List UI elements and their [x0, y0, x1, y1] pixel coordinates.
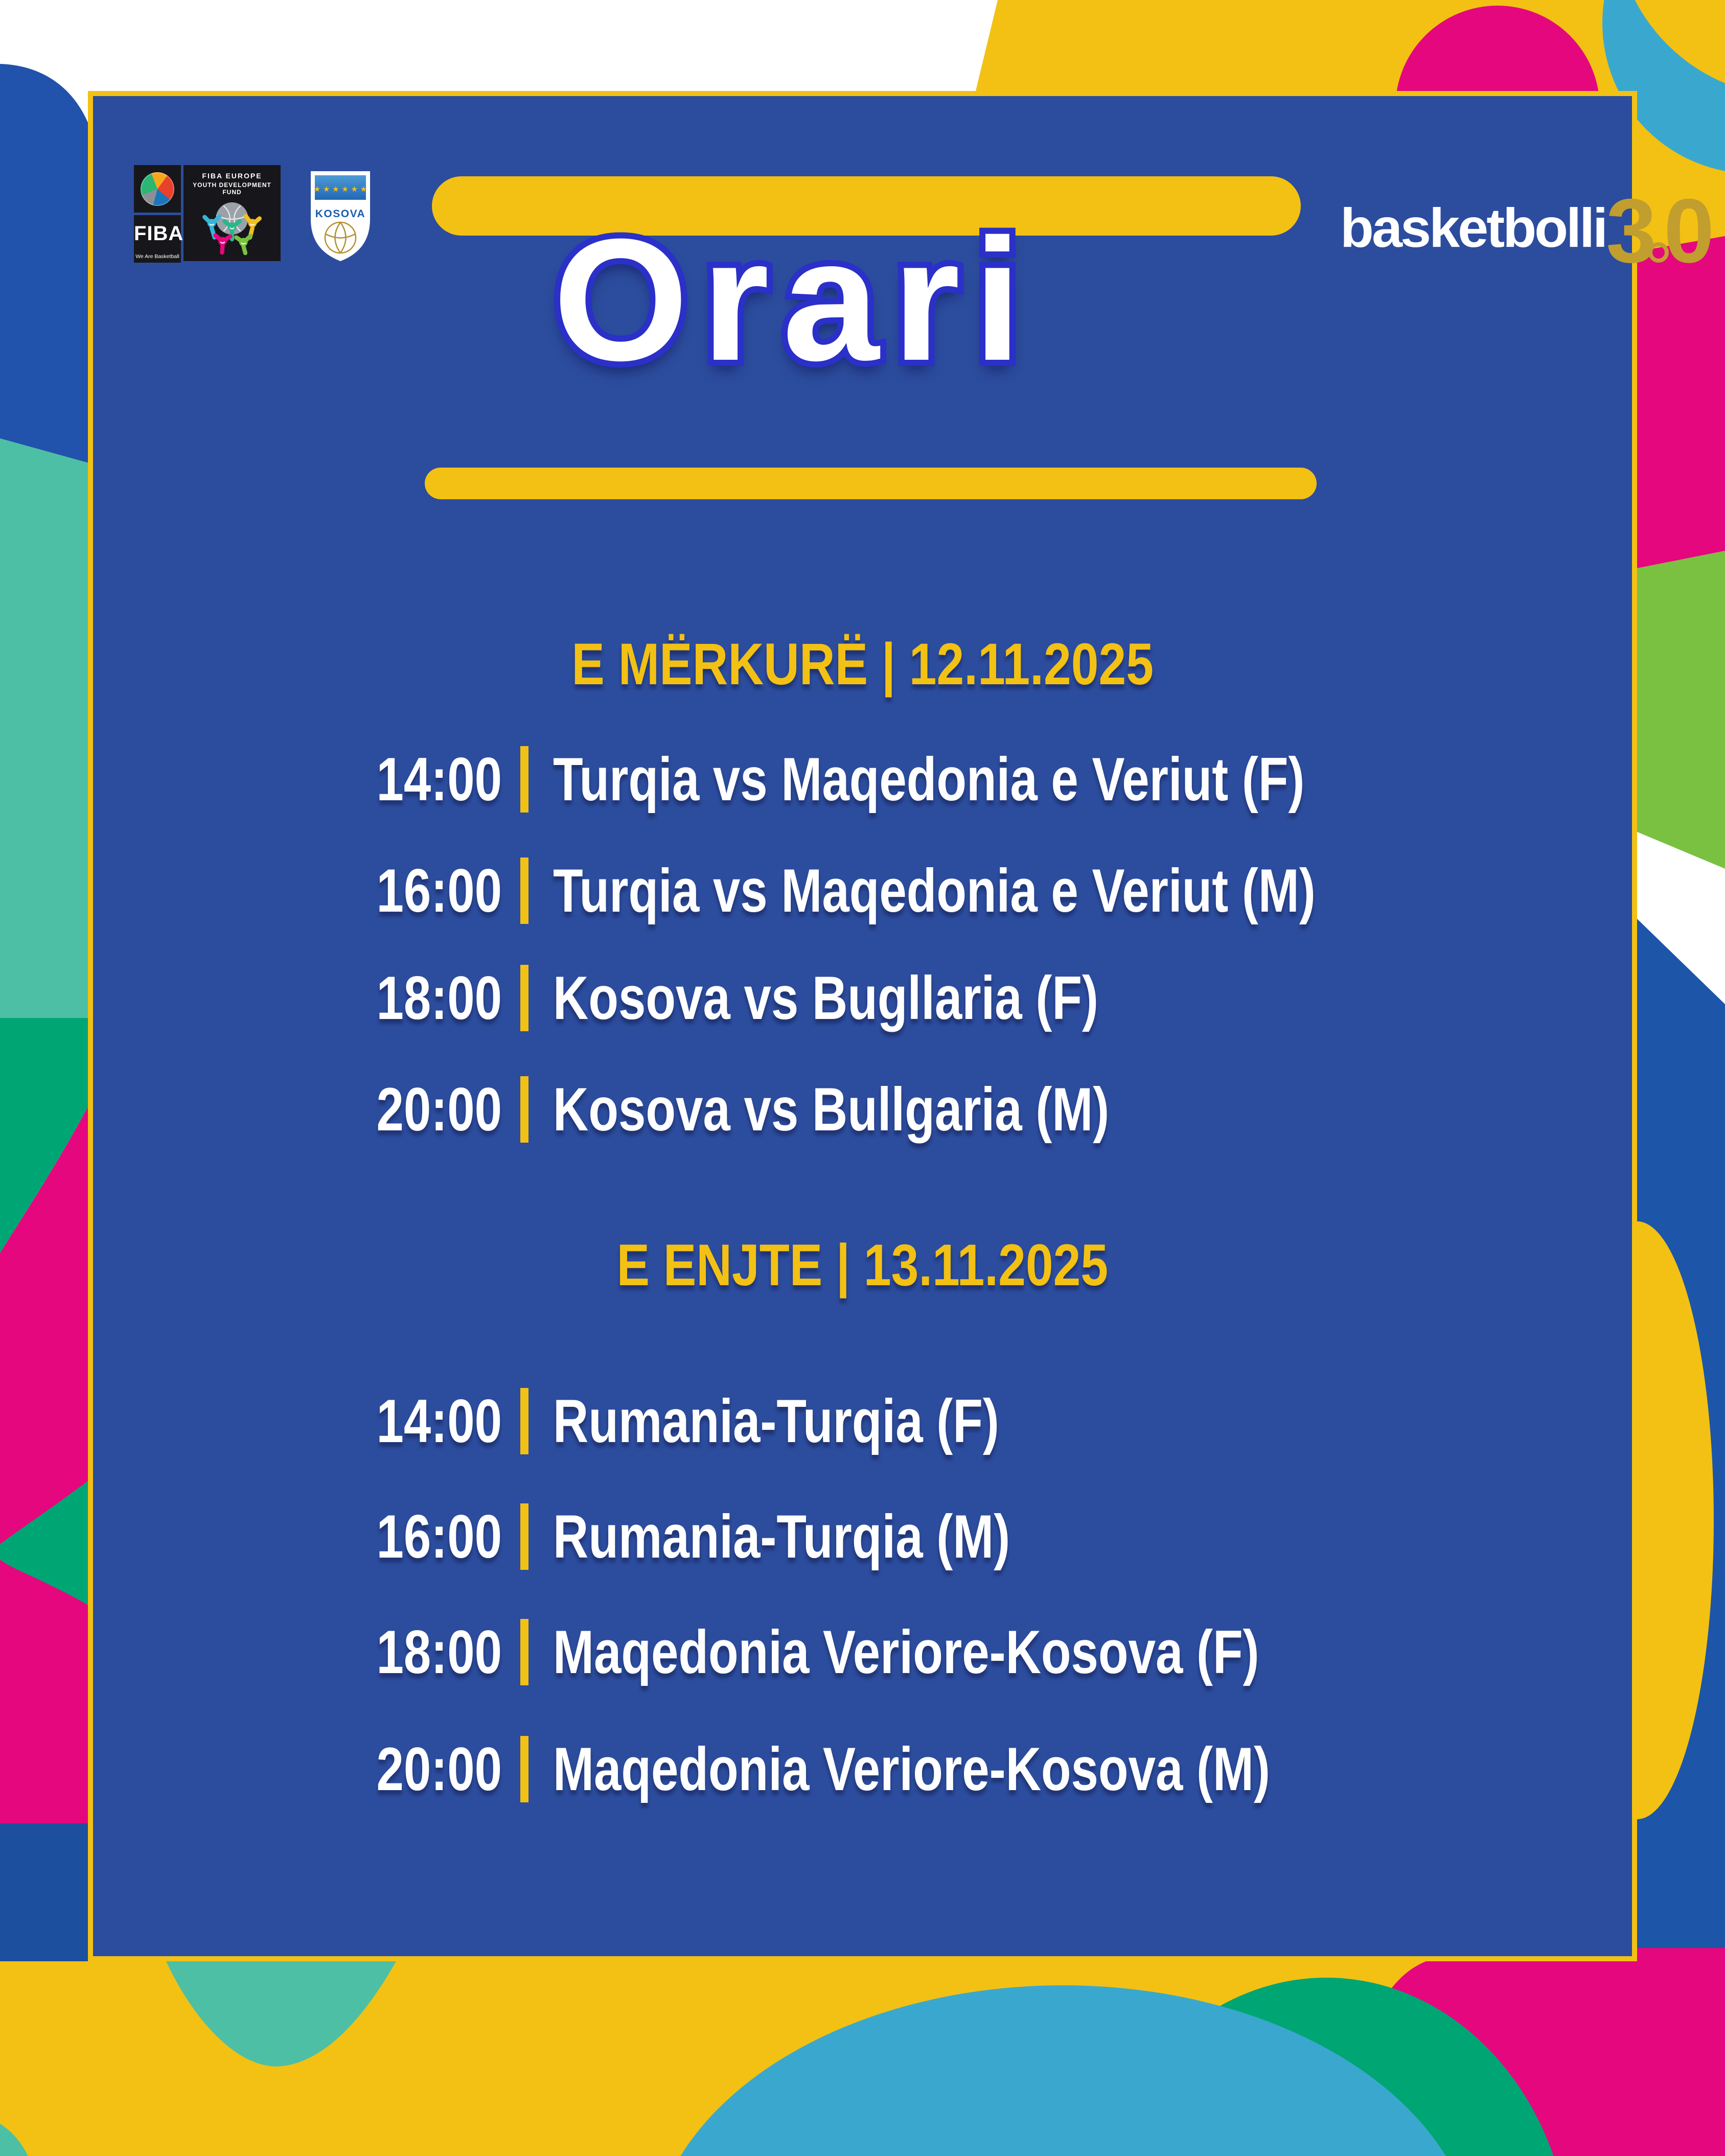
- match-time: 14:00: [376, 745, 502, 814]
- match-name: Rumania-Turqia (M): [553, 1502, 1010, 1571]
- fiba-basketball-icon: [141, 172, 174, 206]
- kosova-basketball-icon: [324, 221, 357, 254]
- schedule-row: 16:00 Turqia vs Maqedonia e Veriut (M): [93, 850, 1632, 932]
- schedule-row: 16:00 Rumania-Turqia (M): [93, 1496, 1632, 1578]
- title-bottom-bar: [425, 468, 1317, 499]
- version-digit-0: 0: [1664, 180, 1714, 282]
- separator-bar: [520, 1388, 528, 1454]
- kosova-shield-logo: ★ ★ ★ ★ ★ ★ KOSOVA: [311, 171, 370, 261]
- right-white-stripe: [1637, 832, 1725, 1004]
- left-green-shape: [0, 1018, 96, 1253]
- match-name: Turqia vs Maqedonia e Veriut (M): [553, 856, 1316, 925]
- schedule-row: 20:00 Kosova vs Bullgaria (M): [93, 1069, 1632, 1150]
- schedule-row: 20:00 Maqedonia Veriore-Kosova (M): [93, 1728, 1632, 1810]
- page-title-text: Orari: [553, 203, 1035, 397]
- fiba-logo-text: FIBA We Are Basketball: [134, 215, 184, 263]
- left-bottom-blue-strip: [0, 1823, 96, 1962]
- left-magenta-shape: [0, 1091, 96, 1823]
- day-header-thursday: E ENJTE | 13.11.2025: [616, 1233, 1109, 1298]
- match-name: Maqedonia Veriore-Kosova (F): [553, 1618, 1259, 1686]
- schedule-row: 18:00 Maqedonia Veriore-Kosova (F): [93, 1611, 1632, 1693]
- separator-bar: [520, 1503, 528, 1570]
- version-digit-3: 3: [1606, 180, 1657, 282]
- page-title: Orari Orari: [25, 198, 1563, 409]
- day-header-wednesday: E MËRKURË | 12.11.2025: [571, 632, 1154, 697]
- schedule-card: FIBA We Are Basketball FIBA EUROPE YOUTH…: [88, 91, 1714, 1961]
- match-time: 14:00: [376, 1387, 502, 1455]
- left-green-wedge: [0, 1475, 96, 1610]
- match-time: 20:00: [376, 1735, 502, 1803]
- separator-bar: [520, 746, 528, 813]
- basketbolli-logo: basketbolli 3 0: [1340, 184, 1714, 276]
- bottom-teal-corner: [0, 2124, 28, 2156]
- match-name: Maqedonia Veriore-Kosova (M): [553, 1735, 1270, 1803]
- basketbolli-wordmark: basketbolli: [1340, 196, 1608, 259]
- schedule-row: 14:00 Turqia vs Maqedonia e Veriut (F): [93, 738, 1632, 820]
- left-teal-shape: [0, 438, 96, 1018]
- match-time: 16:00: [376, 1502, 502, 1571]
- right-lime-band: [1637, 551, 1725, 869]
- separator-bar: [520, 1736, 528, 1802]
- separator-bar: [520, 1076, 528, 1143]
- ydf-logo: FIBA EUROPE YOUTH DEVELOPMENT FUND: [183, 165, 281, 261]
- ydf-globe-figures-icon: [202, 202, 262, 256]
- top-yellow-corner-circle: [1635, 0, 1725, 83]
- left-blue-shape: [0, 64, 96, 465]
- ydf-line1: FIBA EUROPE: [202, 172, 262, 180]
- match-name: Turqia vs Maqedonia e Veriut (F): [553, 745, 1305, 814]
- kosova-stars: ★ ★ ★ ★ ★ ★: [314, 184, 367, 194]
- fiba-tagline: We Are Basketball: [135, 253, 179, 260]
- schedule-row: 18:00 Kosova vs Bugllaria (F): [93, 957, 1632, 1039]
- match-time: 20:00: [376, 1075, 502, 1144]
- shield-top-band: [315, 175, 366, 200]
- schedule-row: 14:00 Rumania-Turqia (F): [93, 1380, 1632, 1462]
- bottom-teal-drip: [166, 1961, 396, 2067]
- separator-bar: [520, 965, 528, 1031]
- match-time: 16:00: [376, 856, 502, 925]
- version-dot-icon: [1648, 242, 1669, 263]
- fiba-wordmark: FIBA: [134, 222, 184, 245]
- right-magenta-band: [1637, 236, 1725, 568]
- match-name: Kosova vs Bullgaria (M): [553, 1075, 1110, 1144]
- match-name: Kosova vs Bugllaria (F): [553, 964, 1098, 1032]
- ydf-line2: YOUTH DEVELOPMENT FUND: [193, 181, 271, 196]
- page-title-outline: Orari: [547, 198, 1035, 402]
- fiba-logo: [134, 165, 181, 213]
- match-time: 18:00: [376, 1618, 502, 1686]
- bottom-cyan-blob: [680, 1985, 1446, 2156]
- kosova-wordmark: KOSOVA: [315, 208, 365, 220]
- separator-bar: [520, 1619, 528, 1685]
- match-time: 18:00: [376, 964, 502, 1032]
- separator-bar: [520, 857, 528, 924]
- title-top-bar: [432, 176, 1301, 236]
- match-name: Rumania-Turqia (F): [553, 1387, 999, 1455]
